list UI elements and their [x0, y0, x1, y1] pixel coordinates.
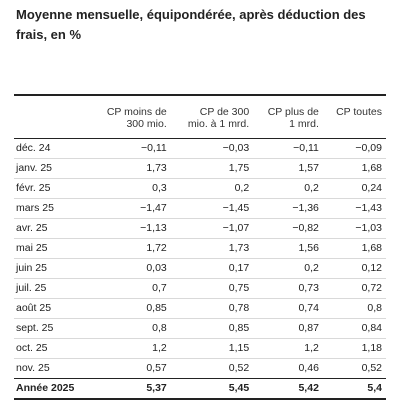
total-value: 5,45	[170, 378, 254, 400]
table-cell: 0,52	[322, 358, 386, 379]
table-cell: 1,15	[170, 338, 254, 359]
total-value: 5,4	[322, 378, 386, 400]
table-cell: 0,85	[90, 298, 171, 319]
table-cell: 1,57	[253, 158, 323, 179]
total-value: 5,37	[90, 378, 171, 400]
column-header: CP de 300 mio. à 1 mrd.	[170, 106, 254, 139]
row-label: juin 25	[14, 258, 90, 279]
table-cell: −1,03	[322, 218, 386, 239]
table-cell: 0,46	[253, 358, 323, 379]
returns-table: CP moins de 300 mio. CP de 300 mio. à 1 mr…	[14, 106, 386, 400]
column-header: CP plus de 1 mrd.	[253, 106, 323, 139]
total-row: Année 2025 5,37 5,45 5,42 5,4	[14, 378, 386, 400]
table-row: août 25 0,85 0,78 0,74 0,8	[14, 298, 386, 319]
table-cell: 0,57	[90, 358, 171, 379]
table-cell: −1,47	[90, 198, 171, 219]
table-cell: 0,2	[170, 178, 254, 199]
table-cell: 0,12	[322, 258, 386, 279]
row-label: mars 25	[14, 198, 90, 219]
table-cell: 0,87	[253, 318, 323, 339]
table-cell: −0,11	[253, 138, 323, 159]
table-cell: 1,73	[90, 158, 171, 179]
table-cell: 1,75	[170, 158, 254, 179]
table-cell: 1,56	[253, 238, 323, 259]
table-cell: −0,82	[253, 218, 323, 239]
header-row: CP moins de 300 mio. CP de 300 mio. à 1 mr…	[14, 106, 386, 139]
header-blank	[14, 106, 90, 139]
table-cell: 0,85	[170, 318, 254, 339]
total-value: 5,42	[253, 378, 323, 400]
table-cell: 0,78	[170, 298, 254, 319]
table-cell: −0,09	[322, 138, 386, 159]
table-row: oct. 25 1,2 1,15 1,2 1,18	[14, 338, 386, 359]
table-row: févr. 25 0,3 0,2 0,2 0,24	[14, 178, 386, 199]
table-cell: 0,73	[253, 278, 323, 299]
row-label: sept. 25	[14, 318, 90, 339]
row-label: févr. 25	[14, 178, 90, 199]
table-cell: −1,07	[170, 218, 254, 239]
table-cell: 0,8	[322, 298, 386, 319]
table-cell: 0,24	[322, 178, 386, 199]
table-row: juil. 25 0,7 0,75 0,73 0,72	[14, 278, 386, 299]
table-row: janv. 25 1,73 1,75 1,57 1,68	[14, 158, 386, 179]
table-cell: 0,3	[90, 178, 171, 199]
table-cell: −1,13	[90, 218, 171, 239]
table-cell: 1,73	[170, 238, 254, 259]
row-label: juil. 25	[14, 278, 90, 299]
total-label: Année 2025	[14, 378, 90, 400]
table-cell: 0,17	[170, 258, 254, 279]
table-cell: −0,03	[170, 138, 254, 159]
table-cell: 1,68	[322, 238, 386, 259]
row-label: mai 25	[14, 238, 90, 259]
table-cell: 0,84	[322, 318, 386, 339]
table-cell: 0,03	[90, 258, 171, 279]
table-cell: −1,36	[253, 198, 323, 219]
table-cell: 0,52	[170, 358, 254, 379]
table-cell: 1,68	[322, 158, 386, 179]
table-body: déc. 24 −0,11 −0,03 −0,11 −0,09 janv. 25 1,73 1…	[14, 138, 386, 400]
table-cell: 1,2	[90, 338, 171, 359]
table-cell: −0,11	[90, 138, 171, 159]
row-label: janv. 25	[14, 158, 90, 179]
table-row: déc. 24 −0,11 −0,03 −0,11 −0,09	[14, 138, 386, 159]
row-label: déc. 24	[14, 138, 90, 159]
table-cell: −1,45	[170, 198, 254, 219]
table-row: sept. 25 0,8 0,85 0,87 0,84	[14, 318, 386, 339]
table-row: mai 25 1,72 1,73 1,56 1,68	[14, 238, 386, 259]
table-row: juin 25 0,03 0,17 0,2 0,12	[14, 258, 386, 279]
table-row: mars 25 −1,47 −1,45 −1,36 −1,43	[14, 198, 386, 219]
column-header: CP moins de 300 mio.	[90, 106, 171, 139]
column-header: CP toutes	[322, 106, 386, 139]
top-rule	[14, 94, 386, 96]
row-label: août 25	[14, 298, 90, 319]
row-label: nov. 25	[14, 358, 90, 379]
table-title: Moyenne mensuelle, équipondérée, après d…	[16, 7, 366, 42]
row-label: avr. 25	[14, 218, 90, 239]
table-cell: 1,72	[90, 238, 171, 259]
table-cell: 0,74	[253, 298, 323, 319]
table-cell: −1,43	[322, 198, 386, 219]
table-cell: 0,72	[322, 278, 386, 299]
table-cell: 0,2	[253, 178, 323, 199]
table-cell: 0,75	[170, 278, 254, 299]
table-row: nov. 25 0,57 0,52 0,46 0,52	[14, 358, 386, 379]
table-cell: 1,2	[253, 338, 323, 359]
table-cell: 0,2	[253, 258, 323, 279]
table-cell: 0,8	[90, 318, 171, 339]
table-cell: 0,7	[90, 278, 171, 299]
table-cell: 1,18	[322, 338, 386, 359]
table-row: avr. 25 −1,13 −1,07 −0,82 −1,03	[14, 218, 386, 239]
row-label: oct. 25	[14, 338, 90, 359]
